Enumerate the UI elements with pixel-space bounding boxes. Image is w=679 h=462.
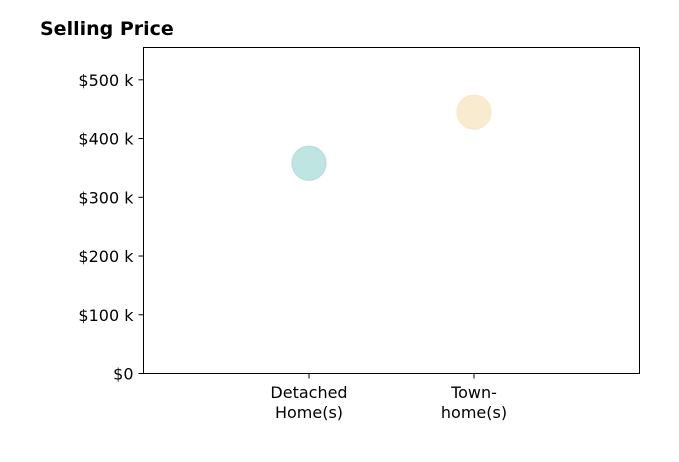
- data-point: [291, 145, 327, 181]
- chart-title: Selling Price: [40, 18, 174, 40]
- y-tick-label: $500 k: [78, 71, 134, 90]
- plot-frame: [143, 47, 640, 374]
- y-tick-label: $0: [113, 365, 133, 384]
- x-tick-label: home(s): [441, 403, 507, 422]
- y-tick-label: $400 k: [78, 130, 134, 149]
- y-axis: $0 $100 k $200 k $300 k $400 k $500 k: [78, 71, 144, 384]
- y-tick-label: $100 k: [78, 306, 134, 325]
- x-tick-label: Detached: [270, 383, 347, 402]
- x-tick-label: Home(s): [275, 403, 343, 422]
- y-tick-label: $200 k: [78, 247, 134, 266]
- y-tick-label: $300 k: [78, 188, 134, 207]
- plot-marks: [291, 94, 492, 181]
- data-point: [456, 94, 492, 130]
- x-tick-label: Town-: [450, 383, 497, 402]
